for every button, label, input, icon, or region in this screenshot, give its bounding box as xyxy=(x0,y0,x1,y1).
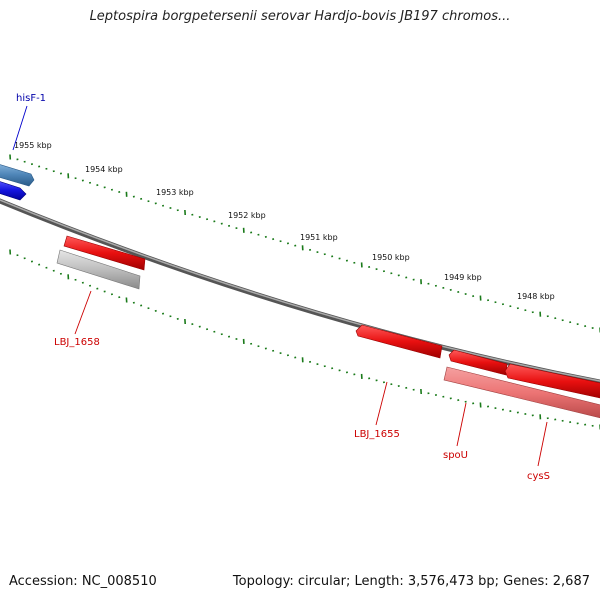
accession-text: Accession: NC_008510 xyxy=(9,574,157,589)
gene-label-lbj1655[interactable]: LBJ_1655 xyxy=(354,429,400,440)
gene-label-cysS[interactable]: cysS xyxy=(527,471,550,482)
lbj1655-leader-line xyxy=(375,381,388,426)
gene-label-hisF[interactable]: hisF-1 xyxy=(16,93,46,104)
genome-info-text: Topology: circular; Length: 3,576,473 bp… xyxy=(232,574,590,589)
cysS-leader-line xyxy=(537,421,548,467)
hisF-leader-line xyxy=(12,105,28,151)
gene-label-lbj1658[interactable]: LBJ_1658 xyxy=(54,337,100,348)
gene-lbj1655-arrow[interactable] xyxy=(355,324,443,359)
inner-tick-ring xyxy=(9,249,600,430)
outer-tick-ring xyxy=(9,154,600,333)
scale-label-1954: 1954 kbp xyxy=(85,165,123,174)
map-title: Leptospira borgpetersenii serovar Hardjo… xyxy=(89,9,511,24)
gene-label-spoU[interactable]: spoU xyxy=(443,450,468,461)
gene-lbj1658-arrow[interactable] xyxy=(56,249,141,290)
spoU-leader-line xyxy=(456,402,467,447)
scale-label-1952: 1952 kbp xyxy=(228,211,266,220)
genome-backbone xyxy=(0,198,600,385)
gene-reverse-arrow[interactable] xyxy=(443,366,600,419)
scale-label-1955: 1955 kbp xyxy=(14,141,52,150)
scale-label-1953: 1953 kbp xyxy=(156,188,194,197)
scale-label-1948: 1948 kbp xyxy=(517,292,555,301)
scale-label-1949: 1949 kbp xyxy=(444,273,482,282)
gene-hisF-arrow[interactable] xyxy=(0,163,35,187)
gene-lbj1658-region[interactable] xyxy=(63,235,146,271)
gene-blue-arrow[interactable] xyxy=(0,180,27,201)
scale-label-1951: 1951 kbp xyxy=(300,233,338,242)
scale-label-1950: 1950 kbp xyxy=(372,253,410,262)
gene-cysS-arrow[interactable] xyxy=(504,363,600,399)
genome-backbone-highlight xyxy=(0,199,600,382)
lbj1658-leader-line xyxy=(74,290,92,335)
gene-spoU-arrow[interactable] xyxy=(448,349,508,376)
